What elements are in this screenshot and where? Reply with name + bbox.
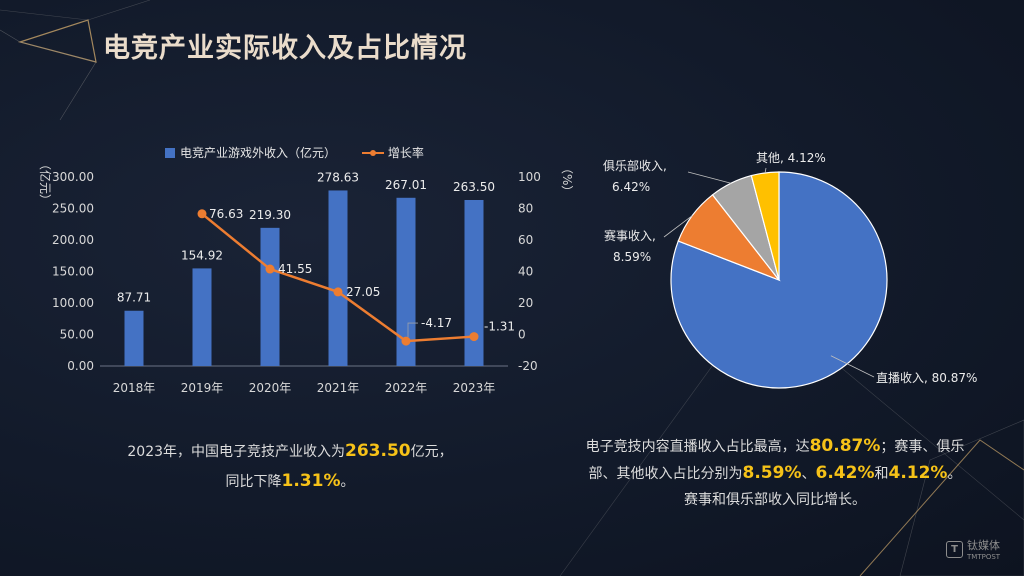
caption-right: 电子竞技内容直播收入占比最高，达80.87%；赛事、俱乐 部、其他收入占比分别为… (555, 433, 995, 513)
watermark-name: 钛媒体 (967, 539, 1000, 552)
legend-swatch-bar (165, 147, 175, 158)
bar (464, 199, 484, 366)
growth-value-label: -4.17 (421, 316, 452, 330)
growth-label-leader (407, 322, 418, 338)
x-tick-label: 2020年 (249, 381, 292, 395)
caption-right-line2: 部、其他收入占比分别为8.59%、6.42%和4.12%。 (555, 460, 995, 487)
y-left-axis-title: （亿元） (38, 158, 53, 206)
watermark-text: 钛媒体 TMTPOST (967, 537, 1000, 561)
caption-right-line3: 赛事和俱乐部收入同比增长。 (684, 492, 866, 508)
caption-highlight: 80.87% (809, 436, 881, 456)
pie-label: 直播收入, 80.87% (876, 371, 977, 385)
caption-text: 部、其他收入占比分别为 (588, 466, 743, 482)
caption-left-line1: 2023年，中国电子竞技产业收入为263.50亿元， (100, 437, 480, 467)
y-left-tick-label: 150.00 (52, 265, 94, 279)
caption-highlight: 1.31% (281, 471, 341, 491)
bar-value-label: 154.92 (181, 248, 223, 262)
y-right-axis-title: （%） (560, 162, 574, 197)
pie-leader-line (764, 167, 767, 173)
legend-label-revenue: 电竞产业游戏外收入（亿元） (180, 146, 337, 160)
y-right-tick-label: 20 (518, 296, 533, 310)
bar-value-label: 278.63 (317, 170, 359, 184)
growth-value-label: 76.63 (209, 207, 243, 221)
caption-text: ；赛事、俱乐 (880, 439, 965, 455)
tmtpost-logo-icon: T (946, 540, 963, 558)
watermark-sub: TMTPOST (967, 553, 1001, 561)
bar (396, 197, 416, 366)
caption-right-line1: 电子竞技内容直播收入占比最高，达80.87%；赛事、俱乐 (555, 433, 995, 460)
page-title: 电竞产业实际收入及占比情况 (103, 33, 467, 64)
y-right-tick-label: 40 (518, 265, 533, 279)
caption-highlight: 4.12% (888, 463, 948, 483)
y-right-tick-label: -20 (518, 359, 538, 373)
growth-point (401, 336, 411, 346)
caption-left-line2: 同比下降1.31%。 (100, 467, 480, 497)
x-tick-label: 2021年 (317, 381, 360, 395)
y-right-tick-label: 80 (518, 202, 533, 216)
pie-leader-line (830, 355, 875, 378)
bar (192, 268, 212, 366)
caption-highlight: 8.59% (742, 463, 802, 483)
y-right-tick-label: 0 (518, 328, 526, 342)
growth-value-label: 41.55 (278, 262, 312, 276)
bar-value-label: 263.50 (453, 180, 495, 194)
caption-text: 。 (340, 474, 355, 490)
bar-value-label: 87.71 (117, 291, 151, 305)
growth-point (265, 264, 275, 274)
bar (260, 227, 280, 366)
watermark: T 钛媒体 TMTPOST (946, 537, 1000, 561)
pie-leader-line (663, 215, 693, 238)
legend-label-growth: 增长率 (387, 146, 424, 160)
caption-highlight: 263.50 (345, 441, 411, 461)
legend-item-revenue: 电竞产业游戏外收入（亿元） (165, 144, 336, 161)
growth-point (333, 287, 343, 297)
caption-text: 同比下降 (225, 474, 282, 490)
x-tick-label: 2019年 (181, 381, 224, 395)
y-left-tick-label: 100.00 (52, 296, 94, 310)
bar (328, 190, 348, 366)
caption-text: 。 (947, 466, 962, 482)
chart-legend: 电竞产业游戏外收入（亿元） 增长率 (165, 144, 446, 161)
x-tick-label: 2023年 (453, 381, 496, 395)
caption-text: 2023年，中国电子竞技产业收入为 (127, 444, 346, 460)
pie-leader-line (687, 171, 732, 184)
pie-label-value: 8.59% (613, 250, 651, 264)
caption-text: 亿元， (410, 444, 453, 460)
pie-label: 俱乐部收入, (603, 158, 667, 173)
y-right-tick-label: 60 (518, 233, 533, 247)
bar-value-label: 219.30 (249, 208, 291, 222)
caption-text: 和 (874, 466, 889, 482)
growth-point (197, 209, 207, 219)
y-right-tick-label: 100 (518, 170, 541, 184)
y-left-tick-label: 50.00 (60, 328, 94, 342)
y-left-tick-label: 250.00 (52, 202, 94, 216)
caption-left: 2023年，中国电子竞技产业收入为263.50亿元， 同比下降1.31%。 (100, 437, 480, 497)
y-left-tick-label: 300.00 (52, 170, 94, 184)
caption-highlight: 6.42% (815, 463, 875, 483)
growth-point (469, 332, 479, 342)
legend-item-growth: 增长率 (361, 144, 424, 161)
x-tick-label: 2018年 (113, 381, 156, 395)
caption-text: 电子竞技内容直播收入占比最高，达 (585, 439, 810, 455)
growth-value-label: 27.05 (346, 285, 380, 299)
y-left-tick-label: 0.00 (67, 359, 94, 373)
pie-label-value: 6.42% (612, 180, 650, 194)
bar (124, 310, 144, 366)
legend-swatch-line (361, 148, 384, 158)
growth-value-label: -1.31 (484, 320, 515, 334)
pie-label: 其他, 4.12% (756, 151, 826, 165)
y-left-tick-label: 200.00 (52, 233, 94, 247)
x-tick-label: 2022年 (385, 381, 428, 395)
caption-text: 、 (801, 466, 816, 482)
pie-label: 赛事收入, (604, 228, 656, 243)
bar-value-label: 267.01 (385, 178, 427, 192)
